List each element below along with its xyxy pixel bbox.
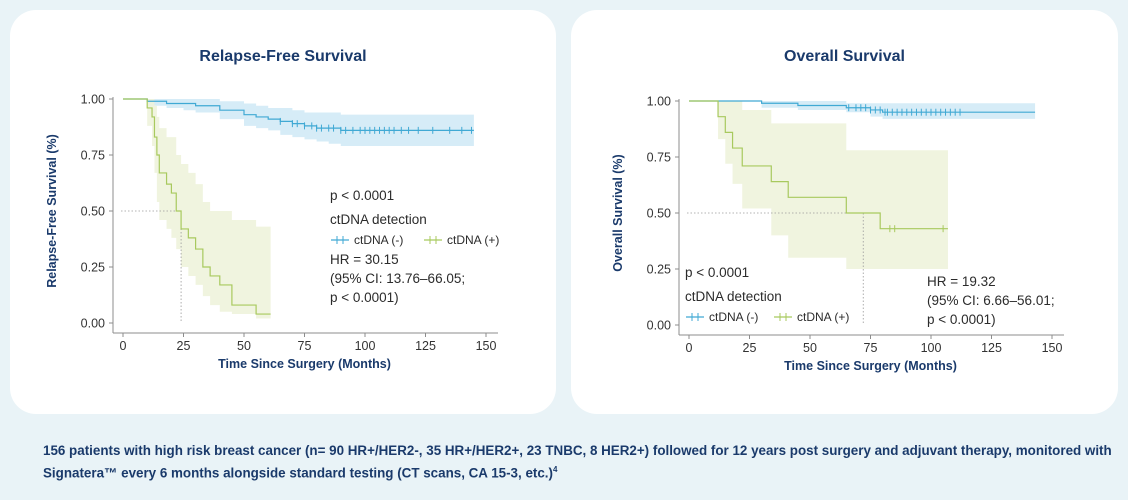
ctdna-neg-curve (689, 100, 1036, 113)
x-tick-label: 75 (298, 339, 312, 353)
x-tick-label: 25 (743, 341, 757, 355)
hazard-ratio-line: (95% CI: 13.76–66.05; (330, 271, 465, 286)
hazard-ratio-line: p < 0.0001) (927, 312, 996, 327)
ctdna-pos-curve (689, 100, 948, 230)
y-tick-label: 0.00 (81, 317, 105, 331)
os-chart-title: Overall Survival (784, 48, 905, 65)
y-tick-label: 0.50 (647, 207, 671, 221)
ctdna-neg-ci-band (689, 101, 1036, 119)
y-tick-label: 1.00 (647, 95, 671, 109)
x-tick-label: 125 (415, 339, 436, 353)
hazard-ratio-line: HR = 19.32 (927, 274, 996, 289)
ctdna-pos-ci-band (689, 101, 948, 269)
x-tick-label: 125 (981, 341, 1002, 355)
legend-ctdna-pos-label: ctDNA (+) (797, 310, 849, 324)
footnote-reference: 4 (552, 465, 558, 474)
ctdna-pos-curve (123, 98, 271, 315)
hazard-ratio-line: (95% CI: 6.66–56.01; (927, 293, 1055, 308)
x-tick-label: 150 (476, 339, 497, 353)
x-tick-label: 0 (120, 339, 127, 353)
x-tick-label: 150 (1042, 341, 1063, 355)
os-chart-card: Overall Survival 0 25 50 75 100 125 150 0.00 0.2… (571, 10, 1118, 414)
legend-title: ctDNA detection (685, 289, 782, 304)
y-axis-title: Overall Survival (%) (611, 154, 625, 271)
os-km-plot: 0 25 50 75 100 125 150 0.00 0.25 0.50 0.75 1.00 Time… (611, 95, 1064, 373)
x-tick-label: 25 (177, 339, 191, 353)
y-tick-label: 0.00 (647, 319, 671, 333)
legend-ctdna-pos-label: ctDNA (+) (447, 233, 499, 247)
x-tick-label: 50 (237, 339, 251, 353)
ctdna-neg-ci-band (123, 99, 474, 147)
rfs-chart-card: Relapse-Free Survival 0 25 50 75 100 125 150 0.… (10, 10, 556, 414)
x-tick-label: 0 (686, 341, 693, 355)
y-axis-title: Relapse-Free Survival (%) (45, 134, 59, 288)
y-tick-label: 0.25 (81, 261, 105, 275)
x-tick-label: 100 (921, 341, 942, 355)
legend-title: ctDNA detection (330, 212, 427, 227)
study-footnote: 156 patients with high risk breast cance… (43, 441, 1118, 482)
y-tick-label: 0.75 (647, 151, 671, 165)
x-tick-label: 75 (864, 341, 878, 355)
y-tick-label: 0.25 (647, 263, 671, 277)
y-tick-label: 1.00 (81, 93, 105, 107)
x-axis-title: Time Since Surgery (Months) (218, 357, 391, 371)
legend-ctdna-neg-label: ctDNA (-) (709, 310, 758, 324)
x-axis-title: Time Since Surgery (Months) (784, 359, 957, 373)
footnote-text: 156 patients with high risk breast cance… (43, 443, 1112, 481)
p-value-label: p < 0.0001 (330, 188, 394, 203)
rfs-km-plot: 0 25 50 75 100 125 150 0.00 0.25 0.50 0.75 1.00 Time… (45, 93, 499, 372)
rfs-chart-title: Relapse-Free Survival (199, 48, 367, 65)
ctdna-pos-ci-band (123, 99, 271, 319)
p-value-label: p < 0.0001 (685, 265, 749, 280)
x-tick-label: 50 (803, 341, 817, 355)
y-tick-label: 0.50 (81, 205, 105, 219)
x-tick-label: 100 (355, 339, 376, 353)
legend-ctdna-neg-label: ctDNA (-) (354, 233, 403, 247)
y-tick-label: 0.75 (81, 149, 105, 163)
hazard-ratio-line: HR = 30.15 (330, 252, 399, 267)
hazard-ratio-line: p < 0.0001) (330, 290, 399, 305)
